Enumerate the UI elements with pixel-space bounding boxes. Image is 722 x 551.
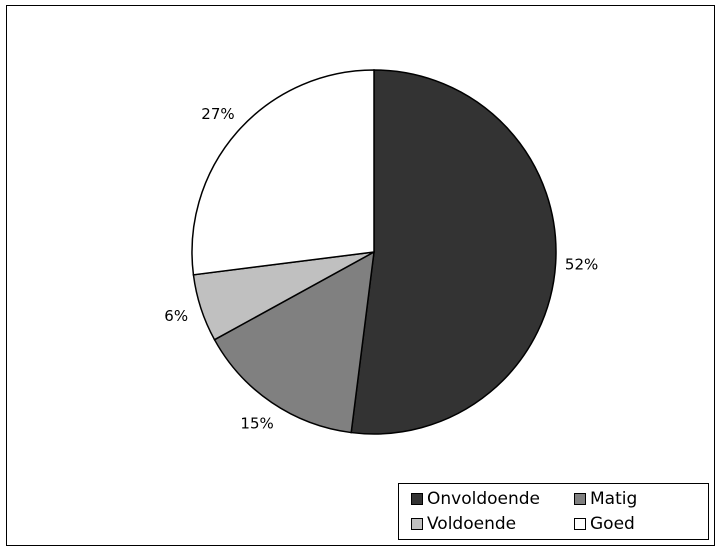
legend-swatch-onvoldoende	[411, 493, 423, 505]
pie-slice-matig	[213, 250, 375, 434]
legend-label-onvoldoende: Onvoldoende	[427, 489, 541, 509]
legend-label-matig: Matig	[590, 489, 638, 509]
legend-label-goed: Goed	[590, 514, 635, 534]
legend-item-onvoldoende: Onvoldoende	[411, 489, 540, 509]
data-label-onvoldoende: 52%	[565, 256, 598, 274]
pie-slice-goed	[191, 69, 375, 276]
legend-swatch-voldoende	[411, 518, 423, 530]
data-label-goed: 27%	[201, 105, 234, 123]
legend-item-goed: Goed	[574, 514, 635, 534]
data-label-voldoende: 6%	[164, 307, 188, 325]
data-label-matig: 15%	[240, 415, 273, 433]
legend-item-voldoende: Voldoende	[411, 514, 516, 534]
legend-label-voldoende: Voldoende	[427, 514, 517, 534]
legend: Onvoldoende Matig Voldoende Goed	[398, 483, 709, 540]
legend-item-matig: Matig	[574, 489, 637, 509]
pie-slice-onvoldoende	[350, 69, 557, 435]
legend-swatch-matig	[574, 493, 586, 505]
legend-swatch-goed	[574, 518, 586, 530]
